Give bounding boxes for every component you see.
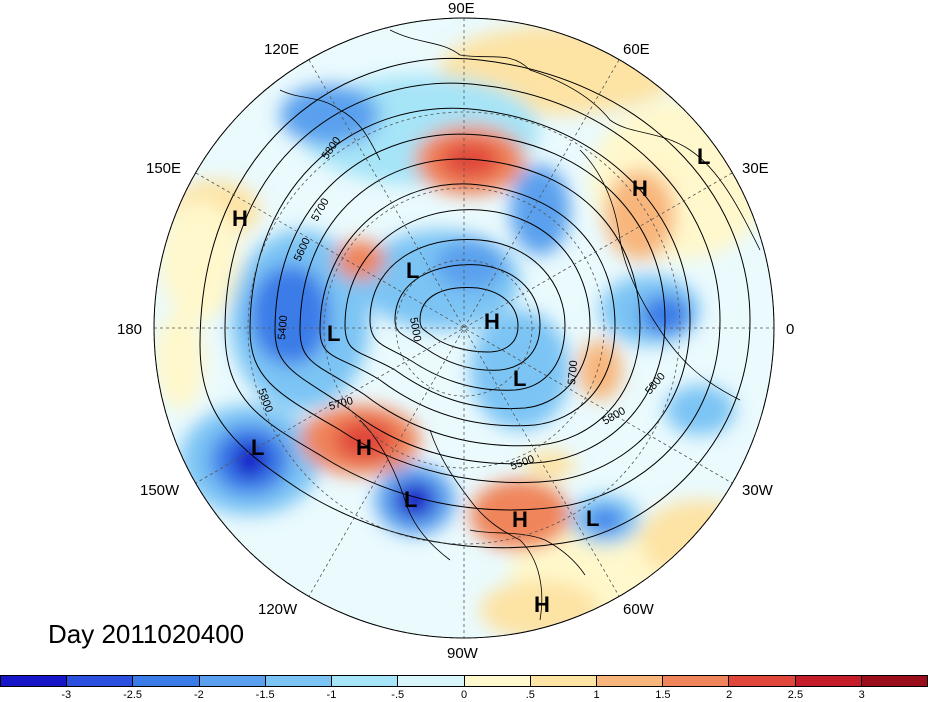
high-center: H: [632, 176, 648, 201]
lon-label-60e: 60E: [623, 41, 650, 58]
day-label: Day 2011020400: [48, 619, 245, 649]
lon-label-150e: 150E: [146, 160, 181, 177]
lon-label-150w: 150W: [140, 482, 180, 499]
colorbar-tick-label: .5: [525, 689, 535, 701]
colorbar-swatch: [265, 675, 333, 687]
colorbar-swatch: [0, 675, 68, 687]
colorbar: [0, 675, 928, 689]
contour-label: 5400: [276, 315, 290, 340]
low-center: L: [251, 435, 264, 460]
contour-label: 5700: [566, 360, 580, 385]
colorbar-tick-label: 2.5: [787, 689, 804, 701]
colorbar-swatch: [663, 675, 730, 687]
high-center: H: [484, 309, 500, 334]
colorbar-swatch: [530, 675, 597, 687]
high-center: H: [512, 507, 528, 532]
lon-label-60w: 60W: [623, 601, 655, 618]
low-center: L: [404, 487, 417, 512]
colorbar-labels: -3 -2.5 -2 -1.5 -1 -.5 0 .5 1 1.5 2 2.5 3: [0, 689, 928, 702]
low-center: L: [513, 366, 526, 391]
lon-label-30w: 30W: [742, 482, 774, 499]
lon-label-90w: 90W: [447, 645, 479, 662]
low-center: L: [697, 144, 710, 169]
lon-label-90e: 90E: [448, 0, 475, 17]
high-center: H: [232, 206, 248, 231]
low-center: L: [586, 506, 599, 531]
colorbar-swatch: [332, 675, 399, 687]
lon-label-0: 0: [786, 321, 794, 338]
colorbar-tick-label: -.5: [391, 689, 405, 701]
low-center: L: [406, 258, 419, 283]
longitude-labels: 90E 120E 60E 150E 30E 180 0 150W 30W 120…: [117, 0, 794, 662]
height-contours: [199, 58, 751, 549]
colorbar-tick-label: -1: [326, 689, 337, 701]
colorbar-tick-label: -2: [193, 689, 204, 701]
map-border: [153, 17, 775, 639]
colorbar-tick-label: 2: [726, 689, 733, 701]
high-center: H: [534, 592, 550, 617]
contour-labels: 5800 5700 5600 5400 5800 5700 5000 5700 …: [255, 135, 668, 473]
lon-label-30e: 30E: [742, 160, 769, 177]
colorbar-tick-label: -1.5: [255, 689, 275, 701]
colorbar-swatch: [67, 675, 134, 687]
colorbar-swatch: [729, 675, 796, 687]
high-center: H: [356, 435, 372, 460]
pressure-systems: L H H L L H L L H L L H L H: [232, 144, 710, 617]
colorbar-tick-label: -3: [61, 689, 72, 701]
colorbar-swatch: [861, 675, 928, 687]
low-center: L: [327, 321, 340, 346]
lon-label-180: 180: [117, 321, 142, 338]
colorbar-swatch: [596, 675, 664, 687]
colorbar-tick-label: 1.5: [655, 689, 671, 701]
lon-label-120e: 120E: [264, 41, 299, 58]
colorbar-tick-label: 1: [593, 689, 600, 701]
colorbar-swatch: [199, 675, 266, 687]
colorbar-swatch: [464, 675, 531, 687]
colorbar-tick-label: 0: [460, 689, 468, 701]
colorbar-swatch: [133, 675, 200, 687]
coastlines: [279, 29, 761, 621]
colorbar-swatch: [398, 675, 465, 687]
lon-label-120w: 120W: [258, 601, 298, 618]
colorbar-tick-label: 3: [858, 689, 865, 701]
colorbar-tick-label: -2.5: [123, 689, 143, 701]
contour-label: 5000: [407, 316, 423, 342]
colorbar-swatch: [795, 675, 862, 687]
